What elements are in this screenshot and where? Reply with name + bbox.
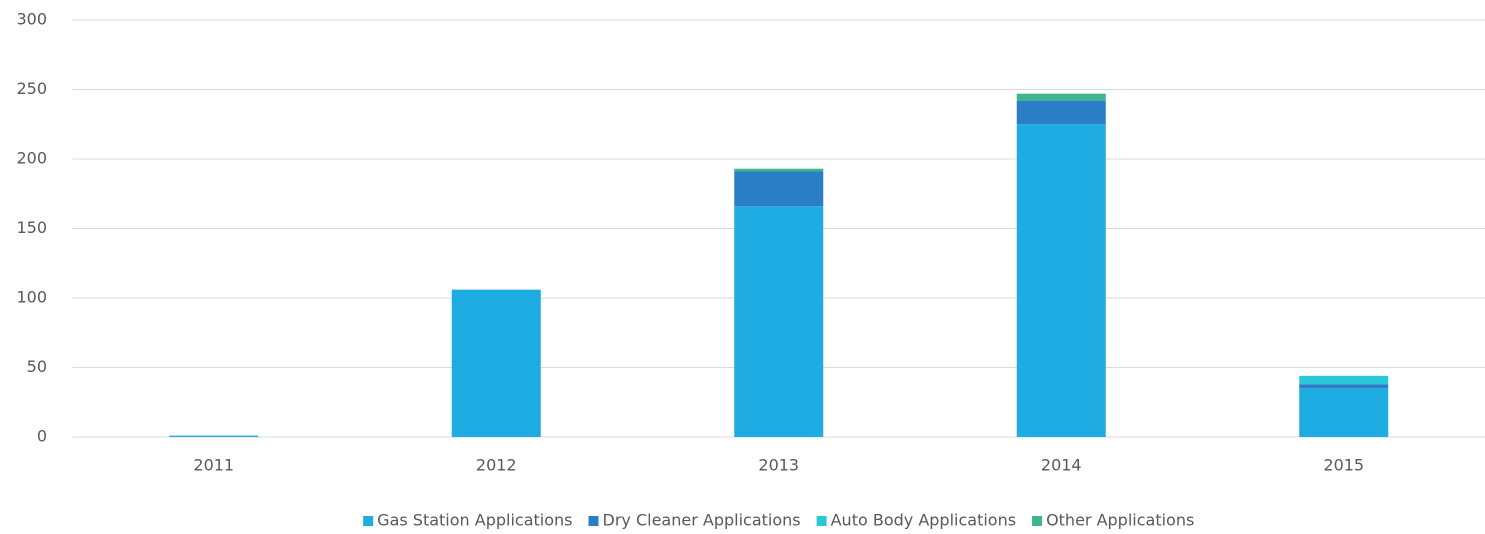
legend-swatch <box>588 516 599 526</box>
legend-swatch <box>363 516 374 526</box>
legend-label: Other Applications <box>1046 511 1194 530</box>
legend-label: Dry Cleaner Applications <box>603 511 801 530</box>
x-tick-label: 2012 <box>476 456 517 475</box>
bar-segment <box>734 171 824 207</box>
x-tick-label: 2014 <box>1041 456 1082 475</box>
x-tick-label: 2011 <box>193 456 234 475</box>
legend-swatch <box>1032 516 1043 526</box>
y-tick-label: 150 <box>16 218 47 237</box>
bar-segment <box>451 289 541 437</box>
legend-swatch <box>816 516 827 526</box>
y-tick-label: 250 <box>16 79 47 98</box>
y-tick-label: 300 <box>16 10 47 29</box>
bar-segment <box>1016 124 1106 437</box>
bar-segment <box>1299 388 1389 437</box>
legend-label: Auto Body Applications <box>831 511 1016 530</box>
y-tick-label: 0 <box>37 427 47 446</box>
bar-segment <box>734 168 824 172</box>
bar-segment <box>734 206 824 437</box>
bar-segment <box>1299 384 1389 389</box>
y-tick-label: 200 <box>16 149 47 168</box>
bar-segment <box>1016 93 1106 101</box>
bar-segment <box>1299 375 1389 385</box>
bar-segment <box>1016 100 1106 125</box>
x-tick-label: 2015 <box>1323 456 1364 475</box>
bar-segment <box>169 435 259 437</box>
legend-label: Gas Station Applications <box>377 511 572 530</box>
x-tick-label: 2013 <box>758 456 799 475</box>
y-tick-label: 50 <box>27 357 47 376</box>
y-tick-label: 100 <box>16 288 47 307</box>
